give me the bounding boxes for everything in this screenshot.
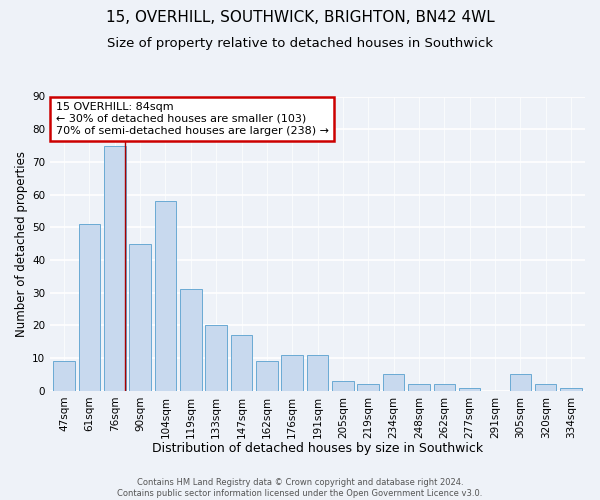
Bar <box>155 201 176 391</box>
Text: Contains HM Land Registry data © Crown copyright and database right 2024.
Contai: Contains HM Land Registry data © Crown c… <box>118 478 482 498</box>
Text: 15 OVERHILL: 84sqm
← 30% of detached houses are smaller (103)
70% of semi-detach: 15 OVERHILL: 84sqm ← 30% of detached hou… <box>56 102 329 136</box>
Bar <box>509 374 531 391</box>
Y-axis label: Number of detached properties: Number of detached properties <box>15 150 28 336</box>
Bar <box>205 326 227 391</box>
Text: 15, OVERHILL, SOUTHWICK, BRIGHTON, BN42 4WL: 15, OVERHILL, SOUTHWICK, BRIGHTON, BN42 … <box>106 10 494 25</box>
Bar <box>332 381 353 391</box>
Bar <box>104 146 125 391</box>
Text: Size of property relative to detached houses in Southwick: Size of property relative to detached ho… <box>107 38 493 51</box>
Bar <box>180 290 202 391</box>
Bar <box>79 224 100 391</box>
Bar <box>358 384 379 391</box>
Bar <box>53 362 75 391</box>
Bar <box>560 388 582 391</box>
Bar <box>256 362 278 391</box>
Bar <box>408 384 430 391</box>
Bar <box>535 384 556 391</box>
Bar <box>434 384 455 391</box>
Bar <box>281 355 303 391</box>
X-axis label: Distribution of detached houses by size in Southwick: Distribution of detached houses by size … <box>152 442 483 455</box>
Bar <box>459 388 481 391</box>
Bar <box>383 374 404 391</box>
Bar <box>231 335 253 391</box>
Bar <box>307 355 328 391</box>
Bar <box>130 244 151 391</box>
